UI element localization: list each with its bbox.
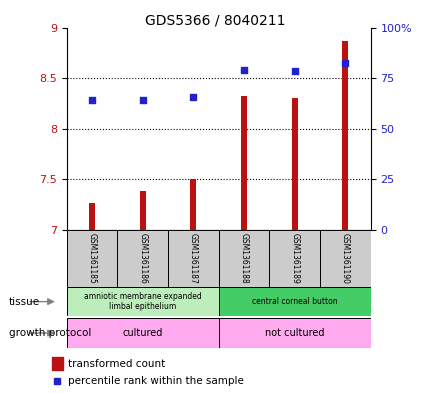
Text: GSM1361186: GSM1361186 — [138, 233, 147, 284]
Point — [240, 67, 247, 73]
Text: GSM1361188: GSM1361188 — [239, 233, 248, 284]
Bar — [341, 40, 347, 230]
Bar — [67, 318, 218, 348]
Bar — [89, 202, 95, 230]
Bar — [269, 230, 319, 287]
Bar — [218, 318, 370, 348]
Text: tissue: tissue — [9, 297, 40, 307]
Bar — [67, 287, 218, 316]
Bar — [67, 230, 117, 287]
Text: GSM1361187: GSM1361187 — [188, 233, 197, 284]
Bar — [139, 191, 145, 230]
Point — [54, 378, 61, 384]
Bar — [168, 230, 218, 287]
Bar — [190, 179, 196, 230]
Text: GSM1361190: GSM1361190 — [340, 233, 349, 284]
Text: growth protocol: growth protocol — [9, 328, 91, 338]
Bar — [218, 287, 370, 316]
Bar — [218, 230, 269, 287]
Text: GSM1361185: GSM1361185 — [87, 233, 96, 284]
Bar — [291, 98, 297, 230]
Bar — [319, 230, 370, 287]
Point — [89, 97, 95, 103]
Text: GSM1361189: GSM1361189 — [289, 233, 298, 284]
Point — [341, 60, 348, 66]
Bar — [117, 230, 168, 287]
Text: percentile rank within the sample: percentile rank within the sample — [68, 376, 243, 386]
Text: transformed count: transformed count — [68, 358, 165, 369]
Text: GDS5366 / 8040211: GDS5366 / 8040211 — [145, 14, 285, 28]
Text: amniotic membrane expanded
limbal epithelium: amniotic membrane expanded limbal epithe… — [84, 292, 201, 311]
Text: central corneal button: central corneal button — [251, 297, 337, 306]
Text: not cultured: not cultured — [264, 328, 324, 338]
Bar — [240, 96, 246, 230]
Point — [190, 94, 197, 101]
Point — [139, 97, 146, 103]
Text: cultured: cultured — [122, 328, 163, 338]
Point — [291, 68, 298, 74]
Bar — [52, 357, 63, 369]
